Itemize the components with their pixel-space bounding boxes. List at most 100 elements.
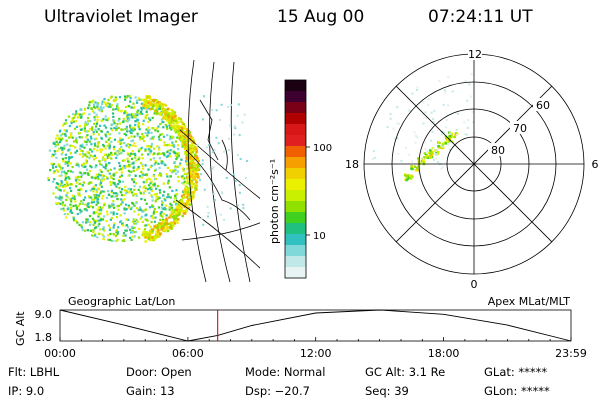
emission-speck (129, 152, 133, 155)
limb-speck (190, 180, 194, 184)
aurora-speck (422, 159, 425, 162)
limb-speck (176, 205, 179, 208)
emission-speck (64, 133, 67, 136)
emission-speck (177, 154, 180, 157)
emission-speck (125, 96, 128, 99)
emission-speck (59, 202, 62, 205)
emission-speck (106, 156, 109, 159)
outer-speck (215, 136, 218, 139)
emission-speck (83, 124, 87, 128)
emission-speck (116, 123, 119, 126)
limb-speck (161, 220, 165, 223)
limb-speck (142, 103, 145, 106)
limb-speck (165, 219, 168, 222)
emission-speck (70, 200, 73, 203)
emission-speck (62, 185, 65, 188)
emission-speck (51, 164, 54, 167)
emission-speck (130, 139, 133, 143)
outer-speck (212, 166, 215, 169)
emission-speck (128, 206, 131, 209)
emission-speck (110, 151, 113, 154)
outer-speck (213, 193, 216, 195)
param-gc-alt: GC Alt: 3.1 Re (365, 365, 446, 379)
aurora-speck (404, 174, 407, 177)
limb-speck (189, 151, 192, 154)
emission-speck (57, 143, 60, 146)
outer-speck (220, 103, 223, 106)
emission-speck (130, 170, 133, 173)
limb-speck (175, 214, 179, 218)
emission-speck (153, 220, 156, 223)
emission-speck (96, 141, 100, 144)
emission-speck (53, 142, 56, 145)
emission-speck (64, 160, 67, 163)
emission-speck (61, 146, 64, 150)
limb-speck (165, 111, 168, 114)
emission-speck (58, 185, 61, 188)
emission-speck (62, 160, 65, 163)
emission-speck (160, 138, 163, 142)
limb-speck (155, 99, 159, 102)
emission-speck (156, 184, 159, 188)
emission-speck (64, 177, 68, 180)
diffuse-speck (438, 80, 441, 82)
emission-speck (148, 128, 151, 131)
emission-speck (97, 128, 100, 131)
emission-speck (166, 166, 169, 169)
emission-speck (69, 209, 73, 212)
limb-speck (167, 115, 170, 118)
emission-speck (68, 136, 71, 139)
limb-speck (173, 217, 176, 220)
emission-speck (144, 214, 147, 217)
emission-speck (150, 142, 153, 146)
emission-speck (59, 195, 62, 198)
emission-speck (103, 178, 106, 181)
mlt-label-6: 6 (592, 158, 599, 171)
outer-speck (228, 137, 230, 140)
emission-speck (62, 170, 65, 173)
limb-speck (173, 222, 177, 225)
emission-speck (89, 135, 92, 138)
emission-speck (153, 152, 156, 155)
emission-speck (124, 128, 127, 131)
emission-speck (129, 190, 132, 193)
emission-speck (127, 204, 130, 207)
emission-speck (132, 218, 135, 221)
diffuse-speck (411, 160, 414, 163)
emission-speck (120, 191, 123, 194)
emission-speck (151, 189, 154, 193)
limb-speck (188, 154, 191, 157)
limb-speck (177, 121, 180, 124)
emission-speck (137, 97, 140, 100)
emission-speck (93, 142, 96, 145)
emission-speck (115, 98, 118, 101)
limb-speck (165, 222, 169, 225)
limb-speck (169, 222, 172, 225)
limb-speck (150, 103, 153, 107)
emission-speck (71, 156, 74, 159)
limb-speck (174, 212, 177, 215)
outer-speck (238, 134, 241, 137)
limb-speck (192, 170, 195, 173)
emission-speck (167, 193, 170, 196)
emission-speck (92, 185, 95, 188)
emission-speck (150, 180, 153, 183)
emission-speck (143, 139, 146, 143)
emission-speck (154, 200, 157, 203)
emission-speck (108, 205, 111, 208)
limb-speck (155, 224, 158, 227)
emission-speck (117, 208, 120, 211)
limb-speck (143, 235, 147, 238)
emission-speck (87, 173, 90, 176)
emission-speck (106, 213, 109, 216)
outer-speck (196, 143, 199, 146)
diffuse-speck (430, 111, 433, 114)
emission-speck (162, 152, 165, 155)
emission-speck (49, 169, 52, 172)
emission-speck (61, 148, 64, 151)
emission-speck (82, 181, 85, 184)
limb-speck (152, 105, 155, 108)
emission-speck (152, 135, 155, 138)
limb-speck (158, 102, 162, 105)
emission-speck (109, 105, 112, 108)
